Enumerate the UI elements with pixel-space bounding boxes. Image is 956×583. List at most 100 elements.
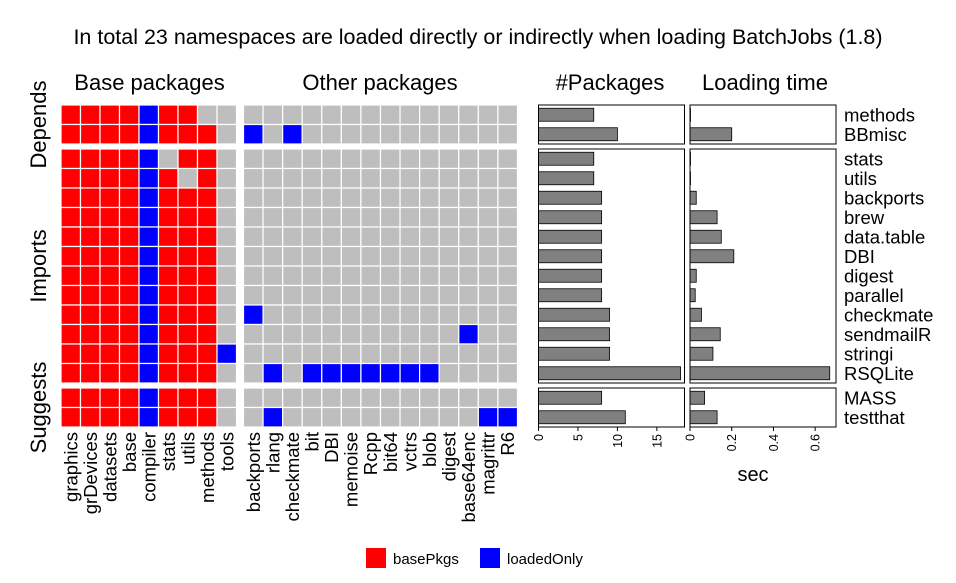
base-column-label: compiler bbox=[138, 432, 159, 502]
base-tile bbox=[196, 226, 218, 248]
base-tile bbox=[216, 148, 238, 170]
time-tick-label: 0.4 bbox=[767, 434, 781, 451]
row-label: utils bbox=[844, 168, 877, 189]
base-column-label: methods bbox=[197, 432, 218, 503]
other-tile bbox=[399, 245, 421, 267]
base-tile bbox=[157, 362, 179, 384]
time-bar bbox=[689, 249, 735, 264]
base-tile bbox=[177, 387, 199, 409]
other-tile bbox=[379, 343, 401, 365]
other-tile bbox=[321, 226, 342, 248]
other-tile bbox=[399, 187, 421, 209]
base-tile bbox=[99, 123, 121, 145]
other-tile bbox=[282, 123, 303, 145]
other-tile bbox=[438, 284, 460, 306]
other-tile bbox=[360, 167, 382, 189]
base-tile bbox=[60, 343, 82, 365]
base-tile bbox=[196, 167, 218, 189]
base-tile bbox=[157, 104, 179, 126]
other-column-label: digest bbox=[438, 432, 459, 481]
base-tile bbox=[216, 265, 238, 287]
base-tile bbox=[60, 406, 82, 428]
other-tile bbox=[438, 167, 460, 189]
base-tile bbox=[157, 406, 179, 428]
base-tile bbox=[79, 245, 101, 267]
other-tile bbox=[262, 304, 284, 326]
other-tile bbox=[321, 187, 342, 209]
other-tile bbox=[360, 245, 382, 267]
time-bar bbox=[689, 327, 721, 342]
base-tile bbox=[79, 187, 101, 209]
other-tile bbox=[438, 187, 460, 209]
base-tile bbox=[216, 343, 238, 365]
other-tile bbox=[301, 265, 323, 287]
other-tile bbox=[438, 362, 460, 384]
base-tile bbox=[196, 304, 218, 326]
base-column-label: utils bbox=[177, 432, 198, 465]
base-tile bbox=[157, 226, 179, 248]
other-tile bbox=[301, 104, 323, 126]
other-tile bbox=[340, 304, 362, 326]
base-tile bbox=[216, 323, 238, 345]
other-tile bbox=[458, 343, 479, 365]
other-tile bbox=[458, 123, 479, 145]
group-label-depends: Depends bbox=[26, 80, 51, 168]
other-tile bbox=[321, 148, 342, 170]
npkg-bar bbox=[538, 288, 603, 303]
other-tile bbox=[438, 123, 460, 145]
base-tile bbox=[118, 323, 140, 345]
time-tick-label: 0 bbox=[684, 434, 698, 441]
other-tile bbox=[360, 265, 382, 287]
other-tile bbox=[242, 362, 264, 384]
time-bar bbox=[689, 229, 722, 244]
base-tile bbox=[60, 226, 82, 248]
base-tile bbox=[99, 167, 121, 189]
other-tile bbox=[497, 206, 519, 228]
base-column-label: base bbox=[119, 432, 140, 472]
other-tile bbox=[458, 167, 479, 189]
other-tile bbox=[360, 187, 382, 209]
base-tile bbox=[60, 245, 82, 267]
other-tile bbox=[340, 187, 362, 209]
base-tile bbox=[99, 284, 121, 306]
other-tile bbox=[301, 123, 323, 145]
base-tile bbox=[138, 387, 160, 409]
base-panel-title: Base packages bbox=[74, 70, 224, 95]
other-tile bbox=[438, 104, 460, 126]
other-tile bbox=[438, 406, 460, 428]
other-tile bbox=[360, 284, 382, 306]
time-tick-label: 0.2 bbox=[725, 434, 739, 451]
other-tile bbox=[282, 187, 303, 209]
other-tile bbox=[497, 362, 519, 384]
other-tile bbox=[419, 387, 440, 409]
base-tile bbox=[177, 323, 199, 345]
base-tile bbox=[118, 304, 140, 326]
base-tile bbox=[60, 387, 82, 409]
base-tile bbox=[157, 167, 179, 189]
other-tile bbox=[321, 245, 342, 267]
row-label: digest bbox=[844, 265, 893, 286]
base-tile bbox=[60, 187, 82, 209]
other-tile bbox=[438, 148, 460, 170]
other-tile bbox=[242, 323, 264, 345]
other-tile bbox=[340, 206, 362, 228]
other-tile bbox=[477, 362, 499, 384]
base-tile bbox=[99, 343, 121, 365]
time-bar bbox=[689, 288, 696, 303]
other-tile bbox=[419, 284, 440, 306]
base-tile bbox=[79, 265, 101, 287]
base-tile bbox=[157, 343, 179, 365]
base-tile bbox=[138, 323, 160, 345]
base-tile bbox=[60, 323, 82, 345]
base-tile bbox=[216, 406, 238, 428]
other-tile bbox=[360, 343, 382, 365]
base-tile bbox=[79, 226, 101, 248]
other-tile bbox=[477, 343, 499, 365]
other-tile bbox=[399, 148, 421, 170]
other-tile bbox=[321, 343, 342, 365]
other-tile bbox=[419, 304, 440, 326]
base-tile bbox=[79, 362, 101, 384]
base-tile bbox=[157, 206, 179, 228]
base-tile bbox=[157, 284, 179, 306]
other-tile bbox=[399, 387, 421, 409]
